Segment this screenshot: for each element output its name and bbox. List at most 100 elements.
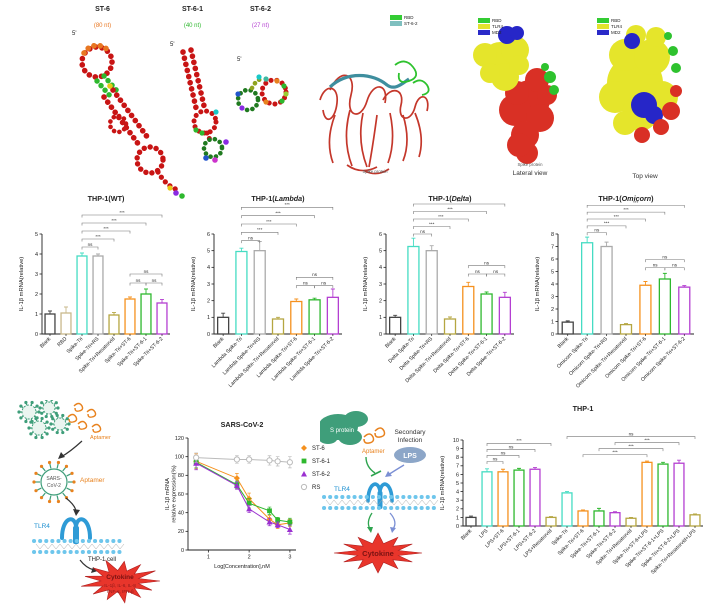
svg-text:6: 6 — [379, 232, 382, 238]
lateral-view-panel: RBD TLR4 MD2 Spike protein Lateral view — [455, 5, 585, 185]
st6-2-nt-count: (27 nt) — [251, 23, 270, 29]
cytokine-sub2: TNF-α, IFN-β — [106, 589, 134, 594]
infection-schematic: Aptamer SARS- CoV-2 Aptamer TLR4 THP-1 c… — [17, 400, 161, 604]
svg-text:Delta Spike-Tri+RS: Delta Spike-Tri+RS — [399, 336, 435, 372]
svg-text:***: *** — [275, 210, 281, 215]
svg-text:IL-1β mRNA(relative): IL-1β mRNA(relative) — [440, 456, 446, 511]
cytokine-sub1: IL-1β, IL-6, IL-8 — [104, 583, 136, 588]
legend-label: TLR4 — [492, 24, 504, 29]
svg-text:THP-1(WT): THP-1(WT) — [88, 194, 125, 203]
svg-text:Blank: Blank — [39, 336, 53, 350]
svg-text:5: 5 — [207, 249, 210, 255]
svg-text:ns: ns — [501, 450, 507, 455]
svg-text:6: 6 — [207, 232, 210, 238]
svg-text:***: *** — [623, 207, 629, 212]
svg-text:ST-6: ST-6 — [312, 446, 325, 452]
arrow-to-virus — [60, 440, 83, 458]
svg-text:***: *** — [257, 227, 263, 232]
svg-text:1: 1 — [456, 515, 459, 521]
svg-text:ns: ns — [594, 228, 600, 233]
lps-schematic: S protein Aptamer Secondary Infection LP… — [320, 411, 440, 574]
svg-text:ns: ns — [493, 269, 499, 274]
svg-text:***: *** — [429, 221, 435, 226]
svg-text:5: 5 — [379, 249, 382, 255]
svg-text:ns: ns — [88, 242, 94, 247]
secondary-infection-line1: Secondary — [394, 429, 426, 436]
svg-text:ns: ns — [248, 235, 254, 240]
tlr4-label: TLR4 — [34, 523, 50, 530]
virus-name-line1: SARS- — [46, 476, 62, 482]
svg-text:***: *** — [456, 199, 462, 204]
svg-text:THP-1(Lambda): THP-1(Lambda) — [251, 194, 305, 203]
legend-item: ST-6-2 — [390, 21, 418, 26]
svg-text:2: 2 — [456, 507, 459, 513]
svg-text:***: *** — [604, 221, 610, 226]
legend-item: MD2 — [597, 30, 622, 35]
svg-text:IL-1β mRNA(relative): IL-1β mRNA(relative) — [535, 257, 541, 312]
svg-text:ns: ns — [493, 456, 499, 461]
svg-text:IL-1β mRNArelative expression(: IL-1β mRNArelative expression(%) — [165, 465, 178, 522]
spike-surface-red — [634, 85, 682, 143]
st6-1-structure — [180, 47, 229, 163]
svg-text:THP-1(Delta): THP-1(Delta) — [428, 194, 472, 203]
svg-text:ns: ns — [312, 272, 318, 277]
svg-text:IL-1β mRNA(relative): IL-1β mRNA(relative) — [19, 257, 25, 312]
svg-text:0: 0 — [35, 332, 38, 338]
lps-oval — [394, 447, 426, 463]
svg-text:ns: ns — [672, 263, 678, 268]
svg-text:1: 1 — [551, 319, 554, 325]
spike-ribbon-graphic — [319, 60, 430, 175]
legend-label: MD2 — [611, 30, 621, 35]
svg-text:ns: ns — [152, 278, 158, 283]
aptamer-label: Aptamer — [362, 449, 385, 455]
svg-text:***: *** — [103, 226, 109, 231]
legend-item: TLR4 — [478, 24, 503, 29]
cytokine-burst: Cytokine — [333, 532, 423, 574]
svg-text:ns: ns — [509, 444, 515, 449]
svg-text:***: *** — [612, 449, 618, 454]
legend-label: RBD — [611, 18, 621, 23]
cytokine-burst: Cytokine IL-1β, IL-6, IL-8 TNF-α, IFN-β — [81, 559, 161, 604]
md2-surface-blue — [498, 26, 524, 44]
svg-text:***: *** — [284, 202, 290, 207]
svg-text:***: *** — [95, 234, 101, 239]
rna-structures-panel: ST-6 (80 nt) 5' ST-6-1 (40 nt) 5' ST-6-2… — [0, 0, 300, 212]
thp1-lambda-chart: 0 1 2 3 4 5 6 IL-1β mRNA(relative) THP-1(Lambda)… — [191, 194, 342, 389]
svg-text:Blank: Blank — [384, 336, 398, 350]
svg-text:3: 3 — [207, 282, 210, 288]
legend-label: TLR4 — [611, 24, 623, 29]
lps-arrow — [387, 464, 405, 476]
svg-text:4: 4 — [456, 490, 459, 496]
legend-item: RBD — [478, 18, 503, 23]
svg-text:***: *** — [644, 437, 650, 442]
svg-text:0: 0 — [207, 332, 210, 338]
svg-text:ns: ns — [144, 269, 150, 274]
svg-text:ns: ns — [420, 229, 426, 234]
svg-text:80: 80 — [178, 473, 184, 479]
svg-text:ns: ns — [653, 263, 659, 268]
aptamer-glyph — [363, 427, 386, 444]
inhibition-bar — [370, 470, 382, 477]
svg-text:Blank: Blank — [212, 336, 226, 350]
svg-text:THP-1(Omicorn): THP-1(Omicorn) — [598, 194, 654, 203]
tlr4-swatch — [478, 24, 490, 29]
svg-text:3: 3 — [288, 555, 291, 561]
svg-text:***: *** — [266, 219, 272, 224]
svg-text:ns: ns — [321, 280, 327, 285]
svg-text:ns: ns — [303, 280, 309, 285]
svg-text:3: 3 — [379, 282, 382, 288]
svg-text:9: 9 — [456, 447, 459, 453]
svg-text:1: 1 — [35, 312, 38, 318]
st6-2-aptamer-ribbon — [328, 74, 410, 89]
top-legend: RBD TLR4 MD2 — [597, 18, 622, 35]
md2-surface-blue — [624, 33, 663, 124]
svg-text:0: 0 — [181, 548, 184, 554]
svg-text:5: 5 — [551, 269, 554, 275]
svg-text:120: 120 — [175, 436, 184, 442]
st6-1-title: ST-6-1 — [181, 6, 203, 13]
svg-text:2: 2 — [35, 292, 38, 298]
lateral-caption: Spike protein — [517, 162, 543, 167]
lateral-view-label: Lateral view — [512, 170, 548, 177]
blue-arrow — [389, 512, 396, 530]
inhibition-line — [365, 456, 376, 474]
